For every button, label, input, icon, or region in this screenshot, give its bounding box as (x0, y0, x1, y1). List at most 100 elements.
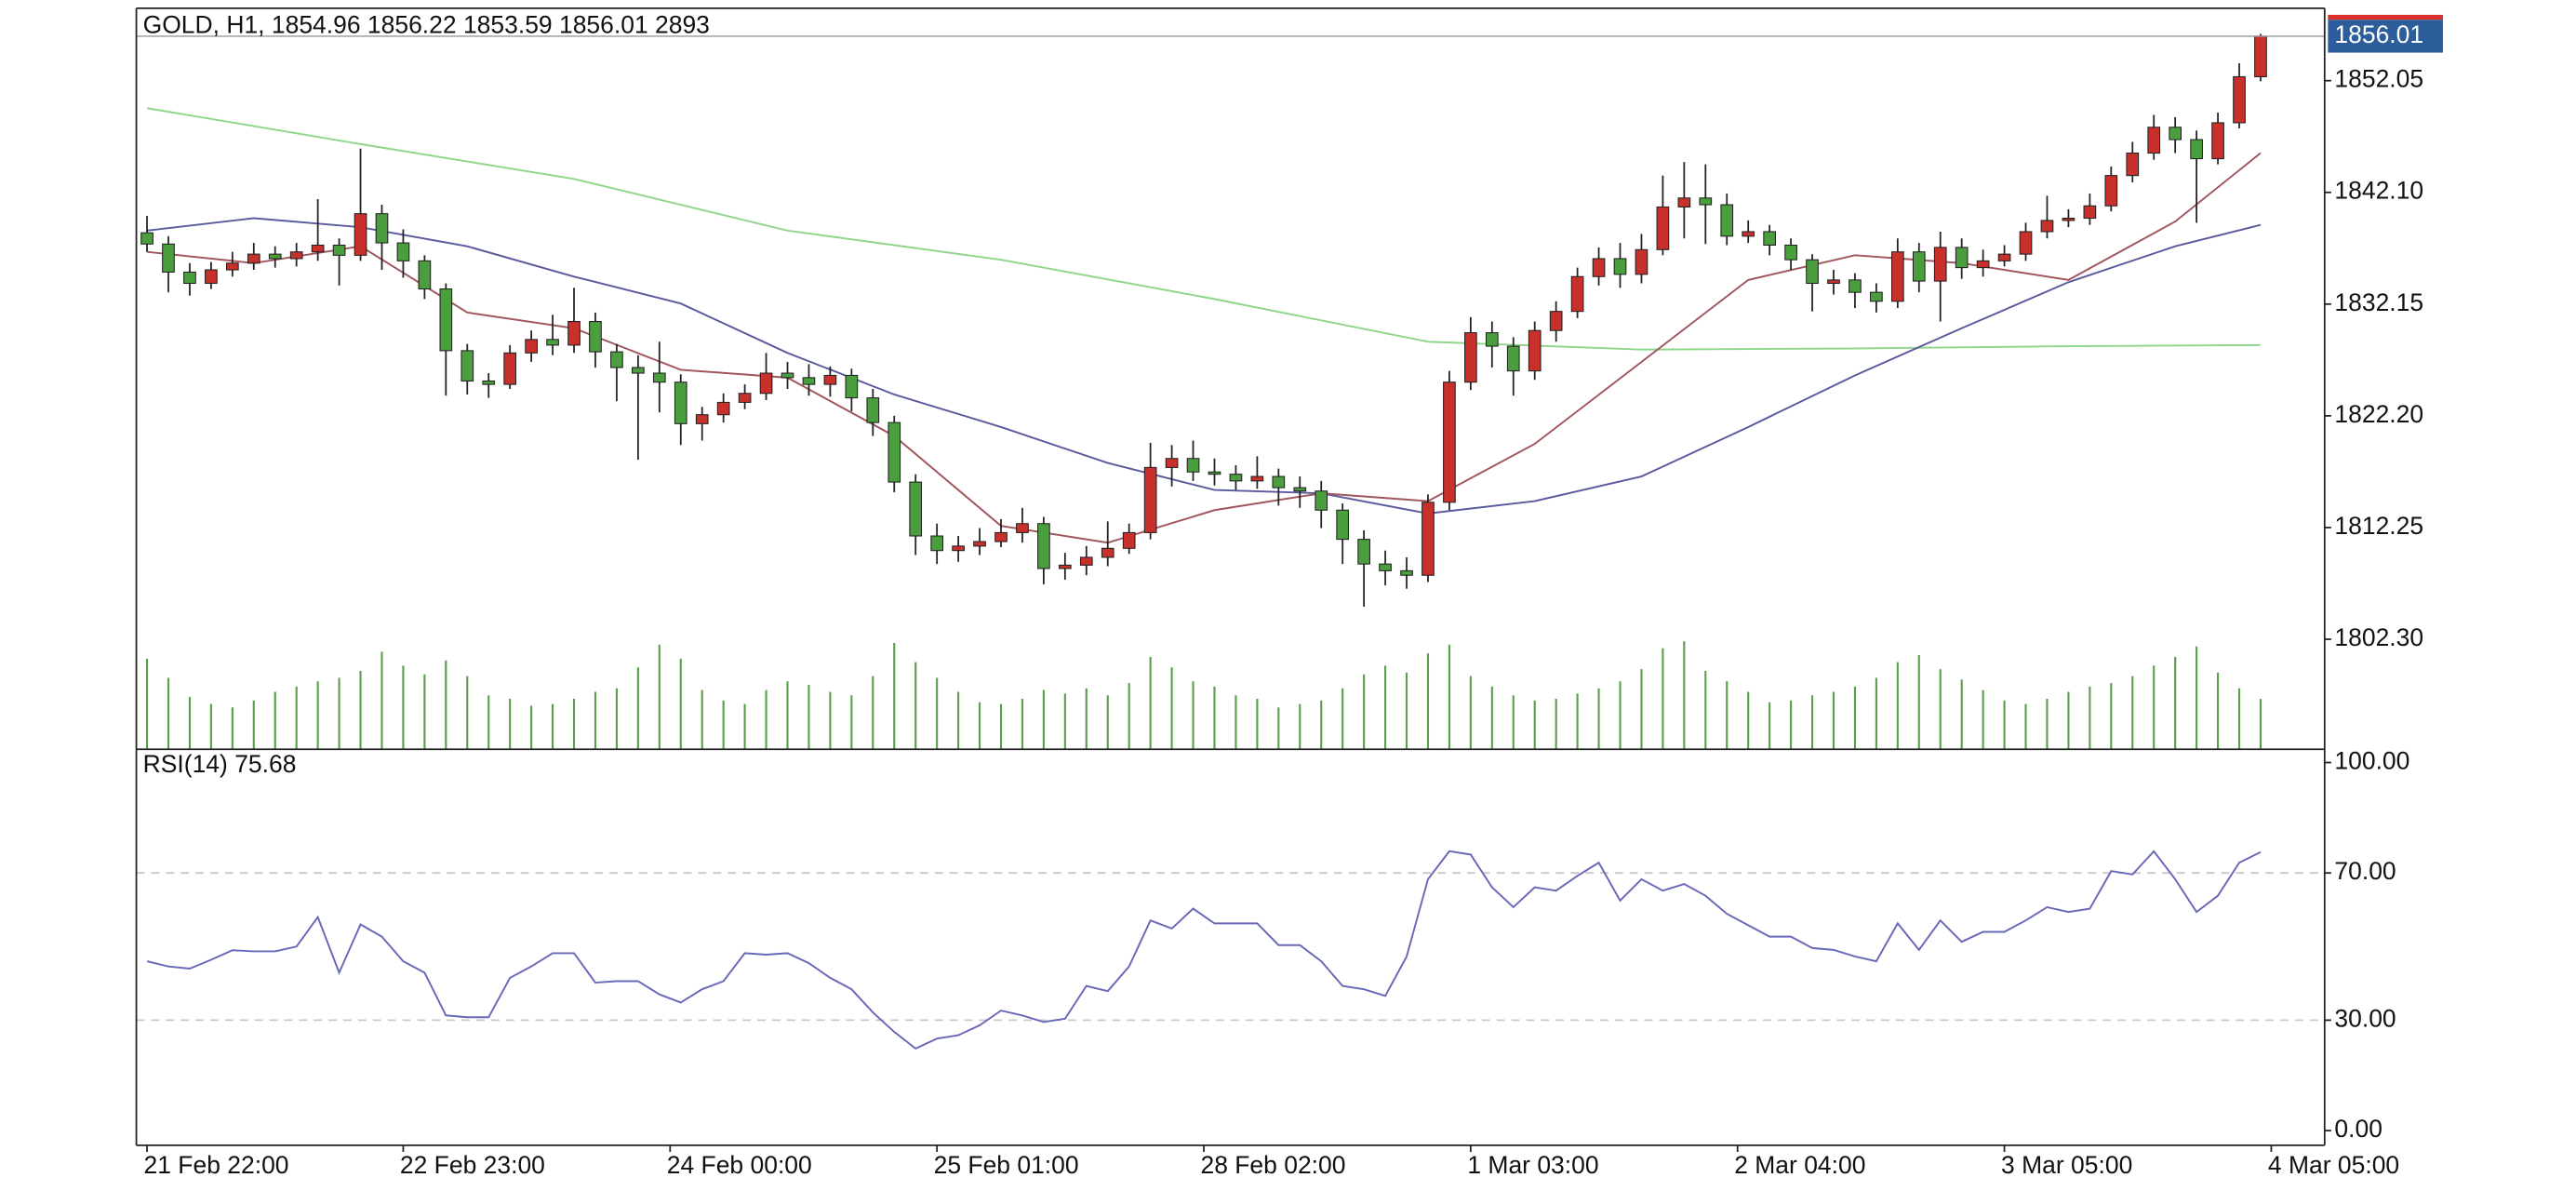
candle-body (418, 260, 432, 290)
candle-body (781, 372, 794, 379)
candle-body (1400, 569, 1413, 576)
candle-body (1720, 204, 1734, 237)
rsi-current-value: 75.68 (234, 750, 296, 778)
candle-body (632, 367, 645, 374)
x-tick-label: 21 Feb 22:00 (144, 1151, 289, 1179)
candle-body (1870, 291, 1883, 302)
candle-body (1763, 231, 1776, 247)
candle-body (738, 393, 752, 403)
candle-body (268, 253, 282, 260)
candle-body (1058, 564, 1072, 569)
moving-average-line (146, 152, 2262, 544)
moving-average-line (146, 217, 2262, 515)
candle-body (1122, 531, 1136, 549)
candle-body (652, 372, 666, 383)
candle-body (1165, 458, 1179, 468)
candle-body (909, 481, 923, 537)
candle-body (332, 244, 346, 256)
candle-body (1613, 258, 1627, 275)
candle-body (2147, 127, 2161, 154)
candle-body (1806, 259, 1819, 285)
candle-body (1635, 248, 1648, 275)
candle-body (1549, 311, 1563, 331)
candle-body (1293, 487, 1307, 492)
candle-body (1592, 258, 1606, 277)
candle-body (1357, 539, 1370, 565)
candle-body (716, 401, 730, 416)
candle-body (1784, 244, 1797, 261)
rsi-y-tick-label: 0.00 (2334, 1115, 2382, 1143)
y-tick-label: 1812.25 (2334, 512, 2423, 540)
rsi-y-tick-label: 70.00 (2334, 857, 2396, 885)
candle-body (610, 351, 623, 368)
candle-body (1890, 251, 1904, 302)
x-tick-label: 3 Mar 05:00 (2001, 1151, 2132, 1179)
y-tick-label: 1832.15 (2334, 288, 2423, 316)
candle-body (802, 377, 816, 385)
candle-body (1997, 253, 2011, 261)
candle-body (1955, 247, 1969, 269)
x-tick-label: 22 Feb 23:00 (400, 1151, 545, 1179)
rsi-y-tick-label: 30.00 (2334, 1004, 2396, 1032)
candle-body (2190, 139, 2203, 160)
y-tick-label: 1842.10 (2334, 177, 2423, 205)
moving-average-line (146, 107, 2261, 351)
candle-body (503, 352, 517, 385)
y-tick-label: 1802.30 (2334, 623, 2423, 651)
candle-body (1742, 231, 1755, 237)
candle-body (1037, 523, 1050, 569)
candle-body (2254, 35, 2267, 77)
candle-body (2126, 152, 2140, 177)
candle-body (845, 374, 859, 399)
candle-body (375, 213, 389, 244)
candle-body (1443, 381, 1456, 503)
candle-body (1933, 247, 1947, 282)
rsi-title: RSI(14) 75.68 (143, 750, 297, 778)
candle-body (2019, 231, 2033, 255)
candle-body (1016, 523, 1029, 533)
candle-body (674, 381, 687, 424)
candle-body (759, 372, 773, 395)
y-tick-label: 1852.05 (2334, 65, 2423, 93)
rsi-line (146, 850, 2262, 1050)
candle-body (2062, 217, 2075, 221)
candle-body (482, 380, 496, 385)
candle-body (289, 251, 303, 260)
candle-body (205, 269, 218, 285)
candle-body (1101, 547, 1114, 558)
chart-title: GOLD, H1, 1854.96 1856.22 1853.59 1856.0… (143, 10, 710, 38)
candle-body (1464, 332, 1477, 383)
candle-body (162, 243, 175, 273)
candle-body (888, 422, 901, 483)
candle-body (183, 271, 196, 285)
candle-body (1849, 279, 1862, 293)
candle-body (140, 232, 153, 245)
candle-body (1229, 474, 1243, 482)
candle-body (546, 339, 559, 346)
candle-body (1656, 206, 1670, 250)
candle-body (567, 320, 581, 346)
candle-body (2040, 220, 2054, 233)
current-price-marker-accent (2328, 14, 2443, 20)
x-tick-label: 4 Mar 05:00 (2268, 1151, 2399, 1179)
candle-body (1677, 197, 1691, 207)
candle-body (866, 397, 880, 423)
rsi-name: RSI(14) (143, 750, 228, 778)
candle-body (823, 374, 837, 385)
candle-body (354, 213, 367, 256)
candle-body (994, 531, 1008, 542)
candle-body (1143, 466, 1157, 533)
candle-body (226, 262, 239, 271)
candle-body (396, 242, 410, 261)
candle-body (460, 350, 474, 382)
x-tick-label: 2 Mar 04:00 (1734, 1151, 1865, 1179)
candle-body (2083, 205, 2097, 220)
candle-body (1272, 475, 1286, 488)
candle-body (952, 545, 965, 552)
candle-body (311, 244, 325, 253)
candle-body (439, 288, 453, 352)
candle-body (247, 253, 260, 264)
candle-body (1421, 502, 1435, 576)
